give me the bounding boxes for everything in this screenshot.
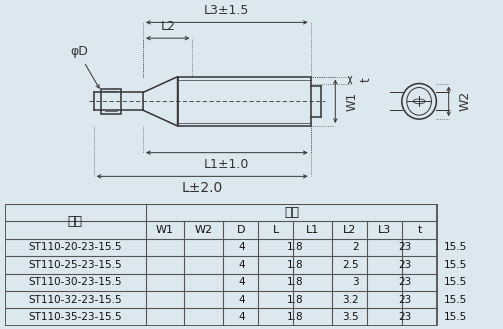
Text: 4: 4: [238, 277, 245, 287]
Bar: [5, 204, 437, 326]
Text: W2: W2: [195, 225, 213, 235]
Text: L3: L3: [378, 225, 391, 235]
Text: 1.8: 1.8: [287, 277, 303, 287]
Text: W2: W2: [459, 91, 471, 112]
Text: 23: 23: [398, 295, 411, 305]
Text: 1.8: 1.8: [287, 260, 303, 270]
Text: 15.5: 15.5: [444, 295, 467, 305]
Text: 1.8: 1.8: [287, 295, 303, 305]
Text: 品名: 品名: [68, 215, 83, 228]
Text: W1: W1: [156, 225, 174, 235]
Text: ST110-20-23-15.5: ST110-20-23-15.5: [29, 242, 122, 252]
Text: 15.5: 15.5: [444, 312, 467, 322]
Text: t: t: [360, 78, 373, 83]
Text: 15.5: 15.5: [444, 242, 467, 252]
Text: 15.5: 15.5: [444, 277, 467, 287]
Text: 2: 2: [352, 242, 359, 252]
Text: ST110-32-23-15.5: ST110-32-23-15.5: [29, 295, 122, 305]
Text: L1: L1: [306, 225, 319, 235]
Text: 3.5: 3.5: [342, 312, 359, 322]
Text: t: t: [417, 225, 422, 235]
Text: 15.5: 15.5: [444, 260, 467, 270]
Text: L2: L2: [160, 20, 175, 33]
Text: 4: 4: [238, 260, 245, 270]
Text: ST110-35-23-15.5: ST110-35-23-15.5: [29, 312, 122, 322]
Text: L2: L2: [343, 225, 357, 235]
Text: W1: W1: [345, 92, 358, 111]
Text: L: L: [273, 225, 279, 235]
Text: L3±1.5: L3±1.5: [204, 4, 249, 17]
Text: 23: 23: [398, 277, 411, 287]
Text: 3: 3: [352, 277, 359, 287]
Text: 23: 23: [398, 260, 411, 270]
Text: 寸法: 寸法: [284, 206, 299, 219]
Text: L±2.0: L±2.0: [182, 181, 223, 195]
Text: 2.5: 2.5: [342, 260, 359, 270]
Text: 23: 23: [398, 312, 411, 322]
Text: 1.8: 1.8: [287, 312, 303, 322]
Text: 4: 4: [238, 312, 245, 322]
Text: 3.2: 3.2: [342, 295, 359, 305]
Text: 4: 4: [238, 295, 245, 305]
Text: 23: 23: [398, 242, 411, 252]
Text: ST110-25-23-15.5: ST110-25-23-15.5: [29, 260, 122, 270]
Text: ST110-30-23-15.5: ST110-30-23-15.5: [29, 277, 122, 287]
Text: 4: 4: [238, 242, 245, 252]
Text: D: D: [236, 225, 245, 235]
Text: φD: φD: [70, 45, 88, 58]
Text: L1±1.0: L1±1.0: [204, 158, 249, 171]
Text: 1.8: 1.8: [287, 242, 303, 252]
